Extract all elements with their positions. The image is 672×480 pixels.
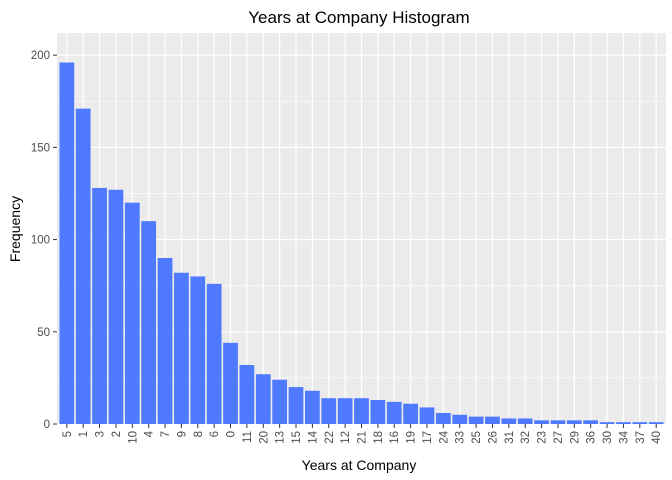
x-tick-label: 30 (602, 431, 614, 444)
x-tick-label: 31 (504, 431, 516, 444)
bar-6 (206, 283, 222, 424)
x-tick-label: 34 (618, 430, 630, 443)
x-tick-label: 16 (389, 431, 401, 444)
x-tick-label: 19 (406, 431, 418, 444)
bar-8 (190, 276, 206, 424)
x-tick-label: 32 (520, 431, 532, 444)
bar-26 (485, 416, 500, 424)
bar-17 (419, 407, 435, 424)
bar-21 (354, 398, 369, 424)
x-tick-label: 17 (422, 431, 434, 444)
bar-19 (403, 403, 418, 424)
bar-13 (272, 379, 288, 424)
bar-16 (386, 401, 402, 424)
x-tick-label: 37 (635, 431, 647, 444)
x-tick-label: 18 (373, 431, 385, 444)
bar-37 (632, 422, 648, 424)
bar-12 (337, 398, 353, 424)
bar-4 (141, 221, 157, 424)
x-axis-title: Years at Company (302, 457, 417, 473)
x-tick-label: 8 (193, 431, 205, 437)
bar-9 (174, 272, 189, 424)
x-tick-label: 2 (111, 431, 123, 437)
x-tick-label: 4 (144, 430, 156, 437)
x-tick-label: 3 (95, 431, 107, 437)
y-axis-title: Frequency (7, 196, 23, 262)
x-tick-label: 12 (340, 431, 352, 444)
x-tick-label: 21 (357, 431, 369, 444)
x-tick-label: 6 (209, 431, 221, 437)
bar-25 (468, 416, 484, 424)
x-tick-label: 14 (307, 430, 319, 443)
y-tick-label: 50 (37, 327, 50, 339)
bar-2 (108, 189, 124, 424)
x-tick-label: 13 (275, 431, 287, 444)
bar-0 (223, 342, 238, 424)
x-tick-label: 15 (291, 431, 303, 444)
bar-3 (92, 187, 107, 424)
x-tick-label: 11 (242, 431, 254, 443)
x-tick-label: 23 (537, 431, 549, 444)
x-tick-label: 25 (471, 431, 483, 444)
x-tick-label: 10 (127, 431, 139, 444)
bar-29 (566, 420, 582, 424)
bar-20 (255, 374, 271, 424)
x-tick-label: 22 (324, 431, 336, 444)
bar-30 (599, 422, 615, 424)
bar-1 (75, 108, 91, 425)
chart-title: Years at Company Histogram (248, 8, 469, 27)
x-tick-label: 29 (569, 431, 581, 444)
bar-10 (124, 202, 140, 424)
x-tick-label: 7 (160, 431, 172, 437)
x-tick-label: 0 (226, 431, 238, 437)
bar-33 (452, 414, 468, 424)
x-tick-label: 33 (455, 431, 467, 444)
bars (59, 62, 664, 425)
bar-27 (550, 420, 566, 424)
bar-15 (288, 387, 304, 424)
x-tick-label: 27 (553, 431, 565, 444)
x-axis-ticks: 5 1 3 2 10 4 7 9 8 6 0 11 20 13 15 14 22 12 21 18 16 19 17 24 33… (62, 424, 663, 444)
bar-32 (517, 418, 533, 424)
x-tick-label: 26 (487, 431, 499, 444)
x-tick-label: 1 (78, 431, 90, 437)
bar-31 (501, 418, 517, 424)
bar-36 (583, 420, 599, 424)
y-axis-ticks: 0 50 100 150 200 (31, 50, 57, 431)
x-tick-label: 36 (586, 431, 598, 444)
x-tick-label: 20 (258, 431, 270, 444)
bar-5 (59, 62, 75, 425)
x-tick-label: 5 (62, 431, 74, 437)
x-tick-label: 24 (438, 430, 450, 443)
x-tick-label: 9 (176, 431, 188, 437)
bar-40 (648, 422, 664, 424)
bar-14 (305, 390, 320, 424)
y-tick-label: 0 (44, 419, 50, 431)
y-tick-label: 150 (31, 142, 50, 154)
bar-11 (239, 364, 255, 424)
bar-24 (435, 412, 451, 424)
y-tick-label: 200 (31, 50, 50, 62)
bar-7 (157, 258, 173, 424)
y-tick-label: 100 (31, 235, 50, 247)
bar-22 (321, 398, 337, 424)
bar-23 (534, 420, 549, 424)
x-tick-label: 40 (651, 431, 663, 444)
bar-34 (616, 422, 631, 424)
bar-18 (370, 400, 386, 424)
